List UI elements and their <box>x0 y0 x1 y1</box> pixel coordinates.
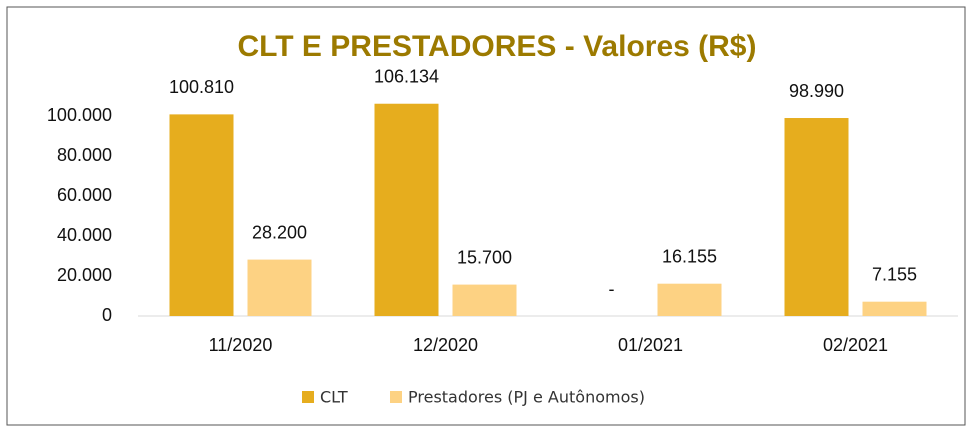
y-tick-label: 80.000 <box>57 145 112 165</box>
bar <box>169 114 234 316</box>
bar <box>374 103 439 317</box>
legend-label: CLT <box>320 388 348 407</box>
data-label: 15.700 <box>457 247 512 267</box>
y-tick-label: 100.000 <box>47 105 112 125</box>
bar <box>247 259 312 316</box>
bar <box>862 301 927 316</box>
legend-label: Prestadores (PJ e Autônomos) <box>408 388 645 407</box>
y-tick-label: 0 <box>102 305 112 325</box>
bar <box>657 283 722 316</box>
x-tick-label: 01/2021 <box>618 335 683 355</box>
data-label: 16.155 <box>662 246 717 266</box>
bar <box>784 118 849 317</box>
data-label: 100.810 <box>169 77 234 97</box>
x-tick-label: 12/2020 <box>413 335 478 355</box>
data-label: 7.155 <box>872 264 917 284</box>
y-tick-label: 60.000 <box>57 185 112 205</box>
data-label: 106.134 <box>374 66 439 86</box>
chart-title: CLT E PRESTADORES - Valores (R$) <box>238 30 757 63</box>
legend-swatch <box>390 391 402 403</box>
data-label: 98.990 <box>789 81 844 101</box>
x-tick-label: 11/2020 <box>209 335 273 355</box>
data-label: 28.200 <box>252 222 307 242</box>
legend-swatch <box>302 391 314 403</box>
y-tick-label: 20.000 <box>57 265 112 285</box>
x-tick-label: 02/2021 <box>823 335 888 355</box>
data-label: - <box>609 279 615 299</box>
y-tick-label: 40.000 <box>57 225 112 245</box>
bar <box>452 284 517 316</box>
